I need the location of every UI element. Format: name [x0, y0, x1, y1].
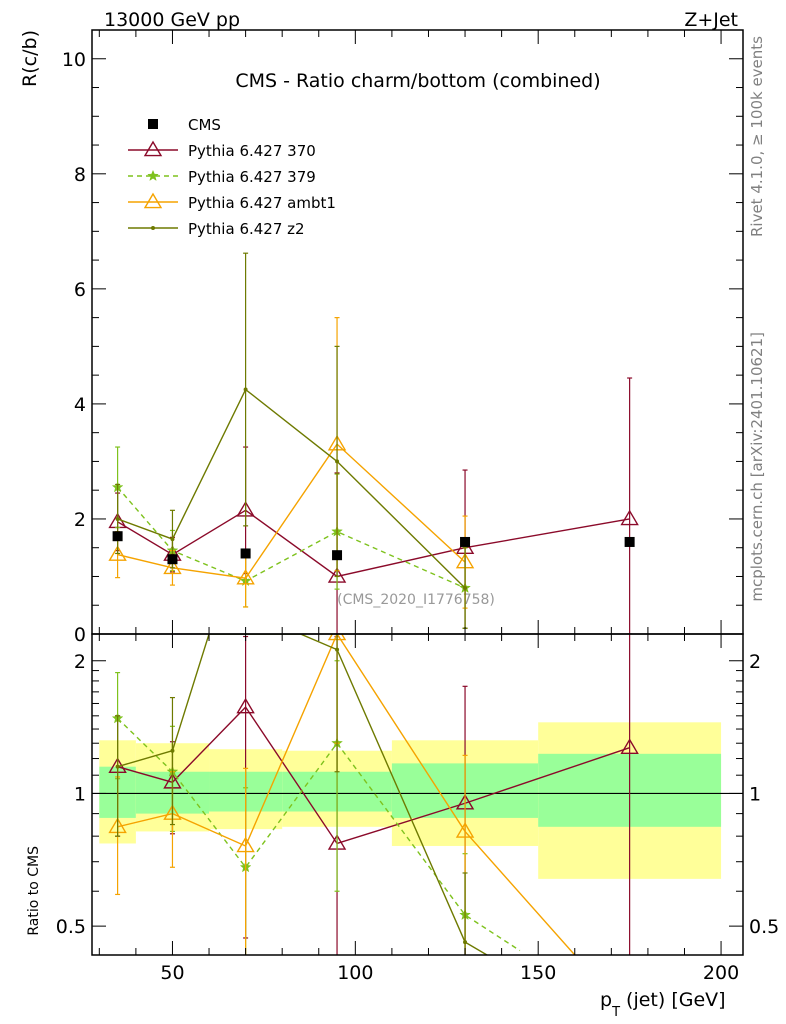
data-point [163, 558, 182, 575]
y-tick-label: 8 [74, 164, 86, 186]
data-point [463, 585, 468, 590]
legend-marker [147, 169, 159, 181]
data-point [243, 387, 248, 392]
ratio-y-tick-label: 2 [74, 651, 86, 673]
y-tick-label: 6 [74, 279, 86, 301]
ratio-error-bar [462, 872, 468, 955]
cms-data-point [460, 536, 471, 547]
legend-label: CMS [188, 116, 221, 134]
data-point [620, 509, 639, 526]
y-tick-label: 2 [74, 509, 86, 531]
main-series [108, 252, 639, 634]
legend-label: Pythia 6.427 379 [188, 168, 316, 186]
legend: CMS Pythia 6.427 370 Pythia 6.427 379 Pythi… [128, 116, 336, 238]
series-line [117, 509, 630, 578]
data-point [335, 459, 340, 464]
ratio-series [108, 634, 639, 955]
legend-label: Pythia 6.427 370 [188, 142, 316, 160]
y-tick-label: 10 [62, 49, 86, 71]
ratio-series-line [117, 634, 576, 955]
legend-marker [143, 192, 163, 209]
ratio-error-bar [243, 767, 249, 955]
cms-data-point [624, 536, 635, 547]
ratio-error-bar [629, 634, 631, 955]
legend-item-z2: Pythia 6.427 z2 [128, 220, 305, 238]
legend-marker [151, 226, 155, 230]
series-ambt1 [108, 317, 475, 609]
ratio-data-point [236, 836, 255, 853]
ratio-y-tick-label: 0.5 [56, 916, 86, 938]
y-tick-label: 0 [74, 624, 86, 646]
x-tick-label: 50 [160, 962, 184, 984]
ratio-data-point [620, 738, 639, 754]
cms-data-point [167, 554, 178, 565]
y-axis-label: R(c/b) [19, 30, 41, 87]
ratio-y-tick-label-right: 1 [749, 783, 761, 805]
legend-item-ambt1: Pythia 6.427 ambt1 [128, 192, 336, 212]
ratio-bands [92, 722, 743, 879]
legend-marker [148, 119, 158, 129]
ratio-data-point [455, 822, 475, 838]
cms-data-point [112, 531, 123, 542]
ratio-data-point [463, 940, 468, 945]
ratio-error-bar [169, 696, 175, 826]
ratio-y-tick-label: 1 [74, 783, 86, 805]
header-right: Z+Jet [684, 9, 738, 31]
ratio-error-bar [334, 634, 340, 773]
x-axis-label: pT (jet) [GeV] [600, 989, 726, 1020]
ratio-error-bar [115, 715, 121, 837]
ratio-data-point [335, 647, 340, 652]
x-tick-label: 150 [520, 962, 556, 984]
legend-item-p370: Pythia 6.427 370 [128, 140, 316, 160]
series-cms-data [112, 531, 635, 565]
ratio-data-point [170, 748, 175, 753]
legend-item-p379: Pythia 6.427 379 [128, 168, 316, 186]
analysis-id: (CMS_2020_I1776758) [337, 592, 495, 608]
ratio-y-tick-label-right: 2 [749, 651, 761, 673]
data-point [108, 545, 127, 561]
error-bar [627, 377, 633, 634]
side-label-mcplots: mcplots.cern.ch [arXiv:2401.10621] [748, 332, 766, 602]
axis-ticks: 0 2 4 6 8 10 0.5 0.5 1 1 2 2 50 100 150 200 [56, 30, 779, 984]
data-point [115, 516, 120, 521]
legend-item-data: CMS [148, 116, 221, 134]
x-tick-label: 100 [337, 962, 373, 984]
data-point [236, 568, 255, 585]
ratio-series-line [117, 717, 521, 952]
legend-label: Pythia 6.427 z2 [188, 220, 305, 238]
y-tick-label: 4 [74, 394, 86, 416]
ratio-data-point [115, 764, 120, 769]
series-z2 [115, 252, 468, 629]
ratio-series-z2 [115, 634, 488, 955]
plot-title: CMS - Ratio charm/bottom (combined) [235, 70, 600, 92]
header-left: 13000 GeV pp [104, 9, 240, 31]
side-label-rivet: Rivet 4.1.0, ≥ 100k events [748, 36, 766, 237]
ratio-frame [91, 633, 744, 956]
ratio-series-line [117, 705, 630, 845]
ratio-data-point [236, 697, 255, 714]
x-tick-label: 200 [703, 962, 739, 984]
data-point [170, 537, 175, 542]
ratio-y-axis-label: Ratio to CMS [26, 846, 42, 936]
legend-label: Pythia 6.427 ambt1 [188, 194, 336, 212]
cms-data-point [332, 550, 343, 561]
cms-data-point [240, 548, 251, 559]
ratio-y-tick-label-right: 0.5 [749, 916, 779, 938]
legend-marker [143, 140, 163, 157]
